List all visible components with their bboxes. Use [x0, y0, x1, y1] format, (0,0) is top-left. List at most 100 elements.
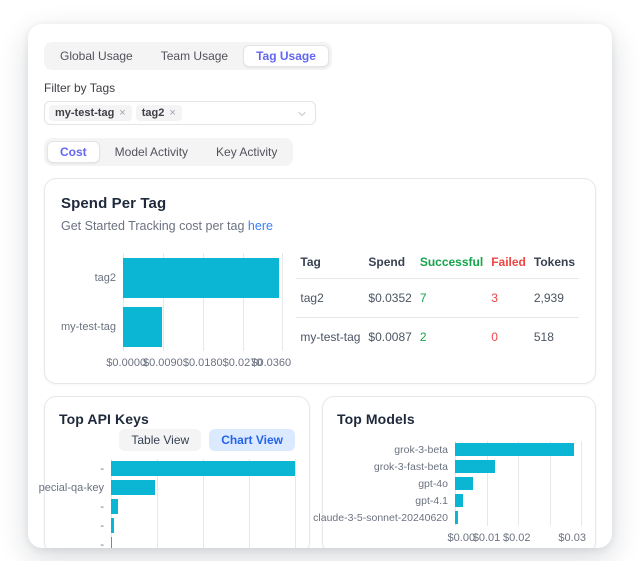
spend-per-tag-card: Spend Per Tag Get Started Tracking cost …: [44, 178, 596, 384]
bar[interactable]: [111, 518, 115, 533]
table-cell: tag2: [296, 278, 365, 318]
y-axis-label: -: [100, 500, 104, 513]
bar[interactable]: [455, 460, 496, 473]
x-axis-tick: $0.0180: [182, 357, 223, 369]
table-row: my-test-tag $0.0087 2 0 518: [296, 318, 579, 357]
gridline: [581, 441, 582, 526]
column-header: Spend: [364, 249, 416, 279]
plot: [123, 253, 284, 351]
y-axis-label: grok-3-beta: [394, 443, 448, 456]
gridline: [549, 441, 551, 526]
bar[interactable]: [111, 461, 295, 476]
tab-cost[interactable]: Cost: [47, 141, 100, 163]
column-header: Failed: [487, 249, 530, 279]
x-axis-tick: $0.0000: [106, 357, 147, 369]
chart-row: [455, 475, 581, 492]
x-axis: $0.00 $0.01 $0.02 $0.03: [448, 532, 586, 546]
tracking-docs-link[interactable]: here: [247, 219, 273, 233]
y-axis-label: -: [100, 519, 104, 532]
y-axis-label: claude-3-5-sonnet-20240620: [313, 511, 448, 524]
table-cell: my-test-tag: [300, 330, 361, 344]
tab-key-activity[interactable]: Key Activity: [216, 145, 278, 159]
x-axis-tick: $0.03: [558, 532, 586, 544]
tab-tag-usage[interactable]: Tag Usage: [243, 45, 329, 67]
chart-view-button[interactable]: Chart View: [209, 429, 295, 451]
y-axis-label: tag2: [94, 271, 116, 284]
column-header: Successful: [415, 249, 488, 279]
tab-model-activity[interactable]: Model Activity: [114, 145, 189, 159]
top-models-chart: grok-3-beta grok-3-fast-beta gpt-4o gpt-4.1…: [313, 441, 586, 546]
cost-tab-group: Cost Model Activity Key Activity: [44, 138, 294, 166]
filter-by-tags-label: Filter by Tags: [44, 81, 116, 95]
chart-row: [455, 509, 581, 526]
gridline: [123, 253, 124, 351]
gridline: [202, 253, 204, 351]
x-axis-tick: $0.0090: [142, 357, 183, 369]
bar[interactable]: [123, 257, 279, 298]
x-axis-tick: $0.01: [472, 532, 501, 544]
bar[interactable]: [455, 477, 473, 490]
bar[interactable]: [455, 494, 463, 507]
spend-table: Tag Spend Successful Failed Tokens tag2 $0.035…: [296, 249, 579, 356]
y-axis-label: gpt-4.1: [415, 494, 448, 507]
bar[interactable]: [455, 443, 575, 456]
column-header: Tokens: [529, 249, 579, 279]
y-axis-label: pecial-qa-key: [38, 481, 104, 494]
gridline: [249, 459, 250, 548]
bar[interactable]: [455, 511, 459, 524]
top-models-card: Top Models grok-3-beta grok-3-fast-beta gp…: [313, 396, 596, 548]
gridline: [282, 253, 284, 351]
chevron-down-icon[interactable]: [297, 109, 307, 119]
tab-global-usage[interactable]: Global Usage: [60, 49, 133, 63]
spend-per-tag-subtitle: Get Started Tracking cost per tag here: [61, 219, 579, 233]
view-toggle: Table View Chart View: [59, 429, 295, 451]
plot-area: [111, 459, 296, 548]
usage-dashboard-panel: Global Usage Team Usage Tag Usage Filter…: [28, 24, 612, 548]
tag-chip-label: tag2: [141, 107, 165, 119]
y-axis: - pecial-qa-key - - -: [38, 459, 111, 549]
tab-team-usage[interactable]: Team Usage: [160, 49, 229, 63]
tag-filter-select[interactable]: my-test-tag × tag2 ×: [44, 101, 316, 125]
chart-row: [123, 253, 282, 302]
bar[interactable]: [111, 499, 119, 514]
top-api-keys-chart: - pecial-qa-key - - -: [38, 459, 296, 549]
chart-row: [111, 478, 295, 497]
chart-row: [111, 516, 295, 535]
x-axis-tick: $0.00: [447, 532, 476, 544]
plot: [455, 441, 582, 526]
subtitle-text: Get Started Tracking cost per tag: [61, 219, 245, 233]
y-axis: grok-3-beta grok-3-fast-beta gpt-4o gpt-4.1…: [313, 441, 455, 546]
x-axis-tick: $0.0360: [251, 357, 292, 369]
gridline: [295, 459, 296, 548]
table-row: tag2 $0.0352 7 3 2,939: [296, 278, 579, 318]
table-cell: 2,939: [529, 278, 579, 318]
gridline: [203, 459, 204, 548]
chart-row: [455, 441, 581, 458]
table-view-button[interactable]: Table View: [119, 429, 202, 451]
chart-row: [455, 492, 581, 509]
tag-chip: my-test-tag ×: [49, 105, 132, 121]
chart-row: [111, 535, 295, 548]
top-api-keys-title: Top API Keys: [59, 411, 149, 427]
plot-area: $0.00 $0.01 $0.02 $0.03: [448, 441, 586, 546]
gridline: [518, 441, 519, 526]
chart-row: [111, 497, 295, 516]
table-cell: 7: [415, 278, 488, 318]
y-axis-label: my-test-tag: [60, 320, 116, 333]
column-header: Tag: [296, 249, 365, 279]
y-axis-label: -: [100, 538, 104, 549]
tag-chip: tag2 ×: [135, 105, 182, 121]
bar[interactable]: [123, 306, 162, 347]
table-cell: 2: [419, 330, 427, 344]
x-axis-tick: $0.02: [502, 532, 531, 544]
spend-per-tag-chart: tag2 my-test-tag $0.0000 $0.0090 $0.0180 $0.0…: [60, 253, 291, 371]
bar[interactable]: [111, 537, 112, 548]
gridline: [157, 459, 158, 548]
top-api-keys-card: Top API Keys Table View Chart View - peci…: [38, 396, 310, 549]
remove-tag-icon[interactable]: ×: [119, 106, 126, 119]
gridline: [242, 253, 244, 351]
bar[interactable]: [111, 480, 156, 495]
remove-tag-icon[interactable]: ×: [169, 106, 176, 119]
spend-per-tag-title: Spend Per Tag: [61, 195, 167, 212]
table-cell: 3: [487, 278, 530, 318]
